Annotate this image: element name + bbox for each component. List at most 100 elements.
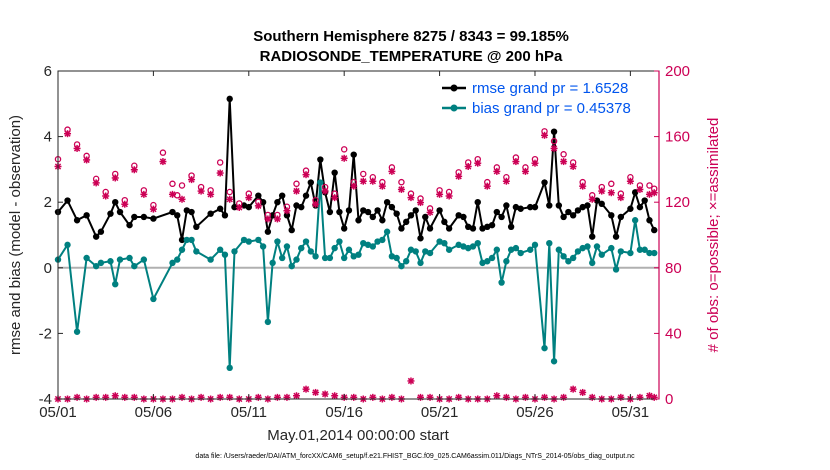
obs-low-marker	[178, 393, 186, 401]
bias-point	[150, 295, 157, 303]
rmse-point	[336, 208, 343, 216]
plot-background	[58, 71, 659, 399]
rmse-point	[131, 213, 138, 221]
obs-assimilated-marker	[130, 166, 138, 174]
rmse-point	[83, 212, 90, 219]
star-stroke	[321, 187, 329, 195]
obs-assimilated-marker	[92, 179, 100, 187]
star-stroke	[283, 207, 291, 214]
star-stroke	[493, 168, 500, 175]
bias-point	[584, 243, 591, 250]
y-left-tick-label: 6	[44, 63, 52, 80]
obs-low-marker	[102, 393, 110, 401]
series-layer	[54, 95, 658, 372]
star-stroke	[312, 389, 319, 396]
y-left-tick-label: 4	[44, 129, 52, 146]
obs-low-marker	[254, 393, 262, 401]
obs-assimilated-marker	[426, 208, 434, 216]
rmse-point	[355, 217, 362, 224]
rmse-point	[350, 151, 357, 158]
star-stroke	[569, 163, 577, 170]
star-stroke	[379, 183, 386, 190]
rmse-point	[646, 217, 653, 224]
obs-assimilated-marker	[331, 194, 339, 202]
star-stroke	[627, 178, 634, 185]
obs-assimilated-marker	[598, 187, 606, 195]
rmse-point	[617, 213, 625, 221]
data-file-footer: data file: /Users/raeder/DAI/ATM_forcXX/…	[195, 453, 635, 460]
star-stroke	[188, 176, 195, 183]
bias-point	[565, 258, 572, 265]
rmse-point	[379, 217, 386, 224]
star-stroke	[484, 183, 491, 190]
bias-point	[627, 249, 634, 257]
obs-assimilated-marker	[359, 177, 367, 185]
rmse-point	[608, 212, 615, 219]
obs-possible-marker	[159, 149, 167, 156]
star-stroke	[636, 186, 644, 193]
bias-point	[503, 258, 510, 265]
obs-assimilated-marker	[140, 190, 148, 198]
obs-assimilated-marker	[264, 215, 272, 223]
bias-point	[569, 254, 577, 262]
star-stroke	[407, 377, 415, 385]
bias-point	[593, 243, 601, 250]
bias-point	[574, 248, 582, 255]
rmse-point	[407, 212, 415, 219]
obs-possible-marker	[560, 151, 567, 158]
bias-point	[383, 228, 391, 235]
obs-possible-marker	[646, 182, 653, 189]
bias-point	[326, 254, 334, 262]
obs-assimilated-marker	[197, 187, 205, 195]
bias-point	[546, 240, 553, 247]
rmse-point	[469, 225, 477, 232]
y-right-tick-label: 40	[665, 325, 682, 342]
bias-point	[393, 254, 400, 262]
rmse-point	[546, 202, 553, 209]
obs-assimilated-marker	[168, 190, 176, 198]
rmse-point	[255, 192, 262, 199]
rmse-point	[364, 208, 372, 216]
star-stroke	[159, 158, 167, 165]
bias-point	[221, 251, 229, 258]
rmse-point	[345, 207, 353, 214]
rmse-point	[73, 217, 81, 224]
star-stroke	[360, 178, 367, 185]
obs-assimilated-marker	[178, 195, 186, 203]
legend: rmse grand pr = 1.6528 bias grand pr = 0…	[442, 80, 631, 117]
bias-point	[126, 254, 133, 262]
star-stroke	[197, 187, 205, 195]
bias-point	[116, 256, 124, 263]
obs-low-marker	[130, 393, 138, 401]
rmse-point	[274, 199, 281, 206]
star-stroke	[617, 194, 624, 201]
obs-assimilated-marker	[226, 195, 234, 203]
y-right-tick-label: 200	[665, 63, 690, 80]
bias-point	[646, 249, 653, 257]
obs-assimilated-marker	[512, 158, 520, 166]
bias-point	[641, 246, 648, 253]
star-stroke	[646, 392, 653, 399]
star-stroke	[93, 179, 100, 187]
rmse-point	[460, 213, 467, 221]
chart-title-line2: RADIOSONDE_TEMPERATURE @ 200 hPa	[260, 48, 563, 65]
y-left-tick-label: -2	[39, 325, 52, 342]
rmse-point	[488, 221, 496, 229]
star-stroke	[331, 194, 338, 201]
rmse-point	[259, 199, 267, 206]
rmse-point	[636, 203, 644, 211]
bias-point	[259, 243, 267, 250]
bias-point	[345, 246, 353, 253]
bias-point	[174, 256, 181, 263]
obs-low-marker	[216, 393, 224, 401]
star-stroke	[541, 132, 548, 139]
obs-assimilated-marker	[102, 192, 110, 200]
obs-assimilated-marker	[579, 182, 587, 190]
rmse-point	[589, 233, 596, 240]
obs-low-marker	[321, 390, 329, 398]
chart-title-line1: Southern Hemisphere 8275 / 8343 = 99.185…	[253, 28, 569, 45]
star-stroke	[73, 145, 81, 152]
star-stroke	[236, 204, 243, 211]
obs-assimilated-marker	[541, 131, 549, 139]
